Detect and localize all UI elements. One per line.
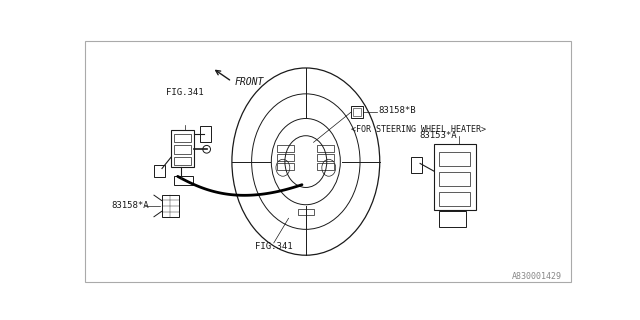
Bar	[174, 145, 191, 154]
Text: <FOR STEERING WHEEL HEATER>: <FOR STEERING WHEEL HEATER>	[351, 124, 486, 134]
Bar	[434, 144, 476, 210]
Bar	[411, 157, 422, 173]
Bar	[154, 165, 165, 177]
Bar	[439, 172, 470, 186]
Bar	[278, 163, 294, 170]
Bar	[278, 145, 294, 152]
Bar	[174, 157, 191, 165]
Bar	[351, 106, 363, 118]
Bar	[317, 163, 334, 170]
Text: 83158*A: 83158*A	[111, 202, 148, 211]
Bar	[439, 152, 470, 166]
Bar	[172, 130, 195, 167]
Bar	[439, 192, 470, 206]
Text: FIG.341: FIG.341	[166, 88, 204, 97]
Text: A830001429: A830001429	[512, 272, 562, 281]
Bar	[200, 126, 211, 141]
Bar	[278, 154, 294, 161]
Text: 83158*B: 83158*B	[378, 106, 416, 115]
Bar	[317, 145, 334, 152]
Bar	[174, 134, 191, 142]
Text: FRONT: FRONT	[234, 76, 264, 86]
Bar	[439, 211, 467, 227]
Bar	[353, 108, 361, 116]
Bar	[298, 209, 314, 215]
Text: FIG.341: FIG.341	[255, 242, 292, 251]
Bar	[162, 195, 179, 217]
Bar	[317, 154, 334, 161]
Text: 83153*A: 83153*A	[419, 131, 457, 140]
Bar	[173, 176, 193, 186]
